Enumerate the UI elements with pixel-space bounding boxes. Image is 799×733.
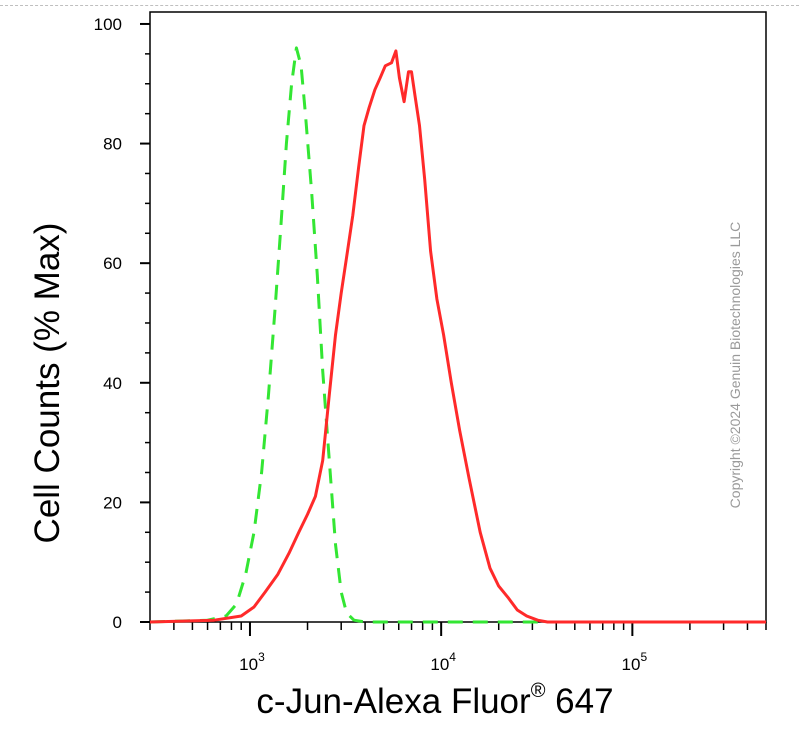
y-tick-label: 40 xyxy=(103,374,122,393)
series-1-line xyxy=(149,46,766,624)
y-axis-label: Cell Counts (% Max) xyxy=(28,222,67,544)
x-tick-label-exponent: 4 xyxy=(449,650,456,664)
registered-mark: ® xyxy=(530,680,546,702)
plot-border xyxy=(149,11,767,623)
x-axis-label-main: c-Jun-Alexa Fluor xyxy=(256,682,531,721)
y-tick-label: 100 xyxy=(94,15,122,34)
top-rule xyxy=(0,5,799,6)
x-tick-label-exponent: 5 xyxy=(640,650,647,664)
plot-frame xyxy=(149,11,767,623)
x-axis: 103 104 105 xyxy=(149,622,767,674)
x-axis-label: c-Jun-Alexa Fluor® 647 xyxy=(0,680,799,722)
y-tick-label: 20 xyxy=(103,493,122,512)
series-2-line xyxy=(149,49,766,624)
copyright-watermark: Copyright ©2024 Genuin Biotechnologies L… xyxy=(727,221,743,509)
x-tick-label-base: 10 xyxy=(239,655,258,674)
x-tick-label: 105 xyxy=(622,650,648,674)
x-tick-label: 104 xyxy=(430,650,456,674)
y-tick-label: 0 xyxy=(113,613,122,632)
plot-series xyxy=(149,46,766,624)
x-tick-label-base: 10 xyxy=(622,655,641,674)
x-tick-label: 103 xyxy=(239,650,265,674)
x-tick-label-exponent: 3 xyxy=(258,650,265,664)
x-tick-label-base: 10 xyxy=(430,655,449,674)
y-axis: 0 20 40 60 80 100 xyxy=(94,15,150,632)
y-tick-label: 60 xyxy=(103,254,122,273)
x-axis-label-suffix: 647 xyxy=(545,682,614,721)
y-tick-label: 80 xyxy=(103,135,122,154)
